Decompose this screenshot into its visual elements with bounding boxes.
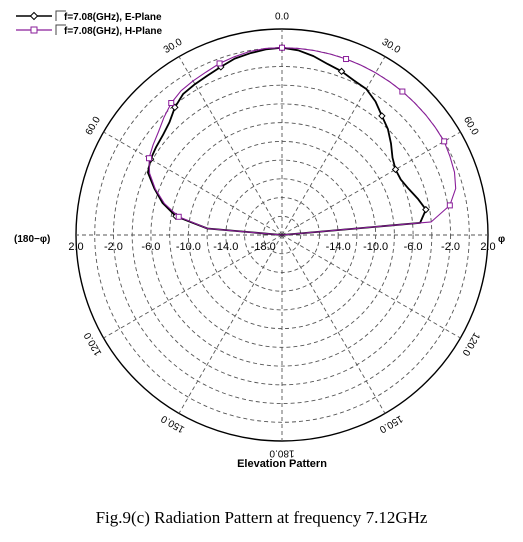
spoke-210: [178, 234, 283, 414]
angle-tick-9: 30.0: [162, 36, 185, 55]
radial-tick-6: -14.0: [326, 241, 351, 253]
radial-tick-7: -10.0: [363, 241, 388, 253]
radial-tick-2: -6.0: [141, 241, 160, 253]
series-0-marker-10: [171, 103, 179, 112]
angle-tick-2: 60.0: [461, 115, 480, 138]
radial-tick-5: -18.0: [251, 241, 276, 253]
radial-tick-3: -10.0: [176, 241, 201, 253]
grid-circle-3: [150, 103, 414, 367]
series-0-marker-34: [422, 205, 430, 214]
legend-label-h-plane: f=7.08(GHz), H-Plane: [64, 26, 163, 37]
spoke-60: [281, 131, 461, 236]
series-0-marker-30: [391, 165, 400, 174]
polar-chart: 2.0 -2.0 -6.0 -10.0 -14.0 -18.0 -14.0 -10.0 -6.0…: [14, 10, 505, 470]
x-axis-label: Elevation Pattern: [237, 458, 327, 470]
spoke-30: [281, 56, 386, 236]
radial-tick-1: -2.0: [104, 241, 123, 253]
spoke-240: [103, 234, 283, 339]
radial-tick-0: 2.0: [68, 241, 83, 253]
spoke-300: [103, 131, 283, 236]
radial-tick-4: -14.0: [213, 241, 238, 253]
radial-tick-10: 2.0: [480, 241, 495, 253]
series-1-marker-6: [146, 155, 153, 162]
radial-tick-8: -6.0: [404, 241, 423, 253]
series-0-marker-26: [378, 112, 386, 120]
radial-tick-9: -2.0: [441, 241, 460, 253]
series-1-marker-34: [446, 202, 453, 209]
legend-label-e-plane: f=7.08(GHz), E-Plane: [64, 12, 162, 23]
angle-tick-1: 30.0: [380, 37, 403, 56]
angle-tick-5: 180.0: [269, 447, 294, 458]
series-1-marker-18: [279, 44, 285, 51]
grid-circle-9: [262, 215, 302, 255]
side-label-left: (180−φ): [14, 234, 50, 245]
radial-tick-labels: 2.0 -2.0 -6.0 -10.0 -14.0 -18.0 -14.0 -10.0 -6.0…: [68, 241, 495, 253]
spoke-150: [281, 234, 386, 414]
series-1-marker-14: [216, 60, 223, 67]
series-1-marker-26: [399, 88, 406, 95]
grid-circle-6: [206, 159, 358, 311]
legend: f=7.08(GHz), E-Plane f=7.08(GHz), H-Plan…: [16, 10, 163, 37]
angle-tick-8: 60.0: [84, 115, 103, 138]
series-1-marker-22: [343, 56, 350, 63]
series-layer: [146, 44, 457, 236]
figure-caption: Fig.9(c) Radiation Pattern at frequency …: [95, 508, 428, 527]
side-label-right: φ: [498, 234, 505, 245]
spoke-330: [178, 56, 283, 236]
series-1-marker-10: [168, 100, 175, 107]
series-1-marker-30: [441, 138, 448, 145]
angle-spokes: [76, 29, 488, 441]
angle-tick-0: 0.0: [275, 12, 289, 23]
legend-item-e-plane: f=7.08(GHz), E-Plane: [16, 10, 162, 23]
series-1-marker-2: [175, 213, 182, 220]
spoke-120: [281, 234, 461, 339]
legend-item-h-plane: f=7.08(GHz), H-Plane: [16, 24, 163, 37]
series-0-marker-22: [337, 67, 346, 76]
